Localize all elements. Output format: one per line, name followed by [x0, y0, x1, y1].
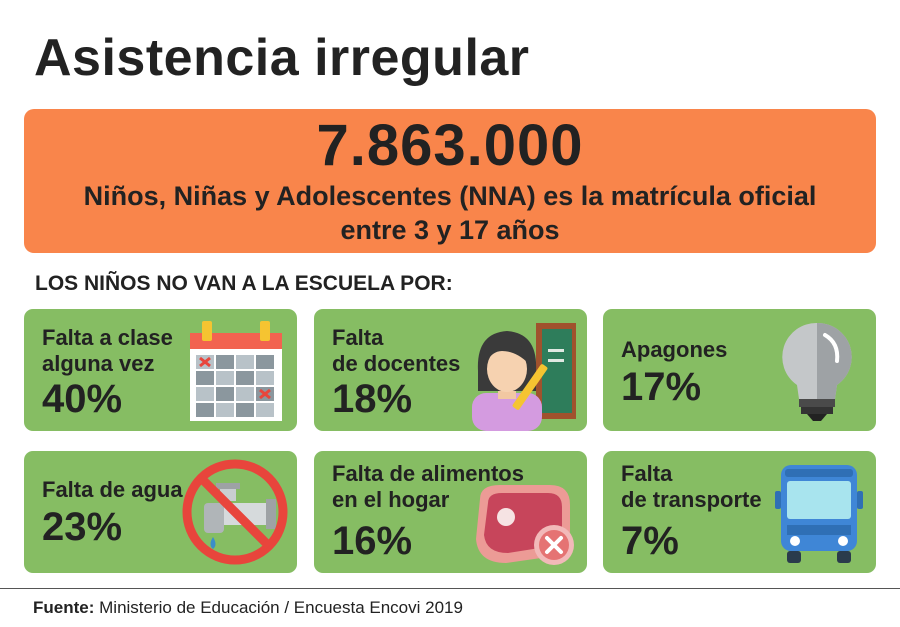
reason-label: Falta de alimentos en el hogar: [332, 461, 524, 513]
reason-card-food: Falta de alimentos en el hogar 16%: [314, 451, 587, 573]
reason-label-line1: Falta: [621, 461, 673, 486]
reason-label: Apagones: [621, 337, 728, 362]
reason-label: Falta de docentes: [332, 325, 460, 377]
reason-label-line1: Falta de alimentos: [332, 461, 524, 486]
reason-label-line1: Falta a clase: [42, 325, 173, 350]
reason-label-line2: de transporte: [621, 487, 762, 512]
reason-label-line1: Falta: [332, 325, 384, 350]
enrollment-description-line1: Niños, Niñas y Adolescentes (NNA) es la …: [83, 181, 817, 211]
reason-label: Falta de transporte: [621, 461, 762, 513]
reason-percent: 18%: [332, 377, 413, 421]
bus-icon: [775, 465, 863, 563]
reason-label-line2: de docentes: [332, 351, 461, 376]
reason-label-line2: en el hogar: [332, 487, 450, 512]
reason-card-blackouts: Apagones 17%: [603, 309, 876, 431]
reason-percent: 23%: [42, 505, 123, 549]
reason-percent: 7%: [621, 519, 679, 563]
no-food-icon: [476, 485, 574, 565]
reason-percent: 16%: [332, 519, 413, 563]
reason-label: Falta de agua: [42, 477, 183, 502]
enrollment-number: 7.863.000: [316, 113, 584, 178]
calendar-icon: [190, 321, 282, 421]
reason-card-teachers: Falta de docentes 18%: [314, 309, 587, 431]
page-title: Asistencia irregular: [34, 29, 530, 87]
reason-card-transport: Falta de transporte 7%: [603, 451, 876, 573]
source-note: Fuente: Ministerio de Educación / Encues…: [33, 598, 463, 618]
enrollment-description-line2: entre 3 y 17 años: [340, 215, 560, 245]
source-text: Ministerio de Educación / Encuesta Encov…: [99, 598, 463, 617]
reason-percent: 17%: [621, 365, 702, 409]
no-water-icon: [182, 459, 288, 565]
teacher-icon: [472, 323, 576, 431]
reason-label: Falta a clase alguna vez: [42, 325, 173, 377]
enrollment-banner: 7.863.000 Niños, Niñas y Adolescentes (N…: [24, 109, 876, 253]
lightbulb-icon: [782, 322, 852, 421]
source-label: Fuente:: [33, 598, 95, 617]
reason-card-absence: Falta a clase alguna vez 40%: [24, 309, 297, 431]
footer-divider: [0, 588, 900, 589]
reason-label-line2: alguna vez: [42, 351, 155, 376]
reason-percent: 40%: [42, 377, 123, 421]
section-title: LOS NIÑOS NO VAN A LA ESCUELA POR:: [35, 272, 453, 295]
reason-card-water: Falta de agua 23%: [24, 451, 297, 573]
